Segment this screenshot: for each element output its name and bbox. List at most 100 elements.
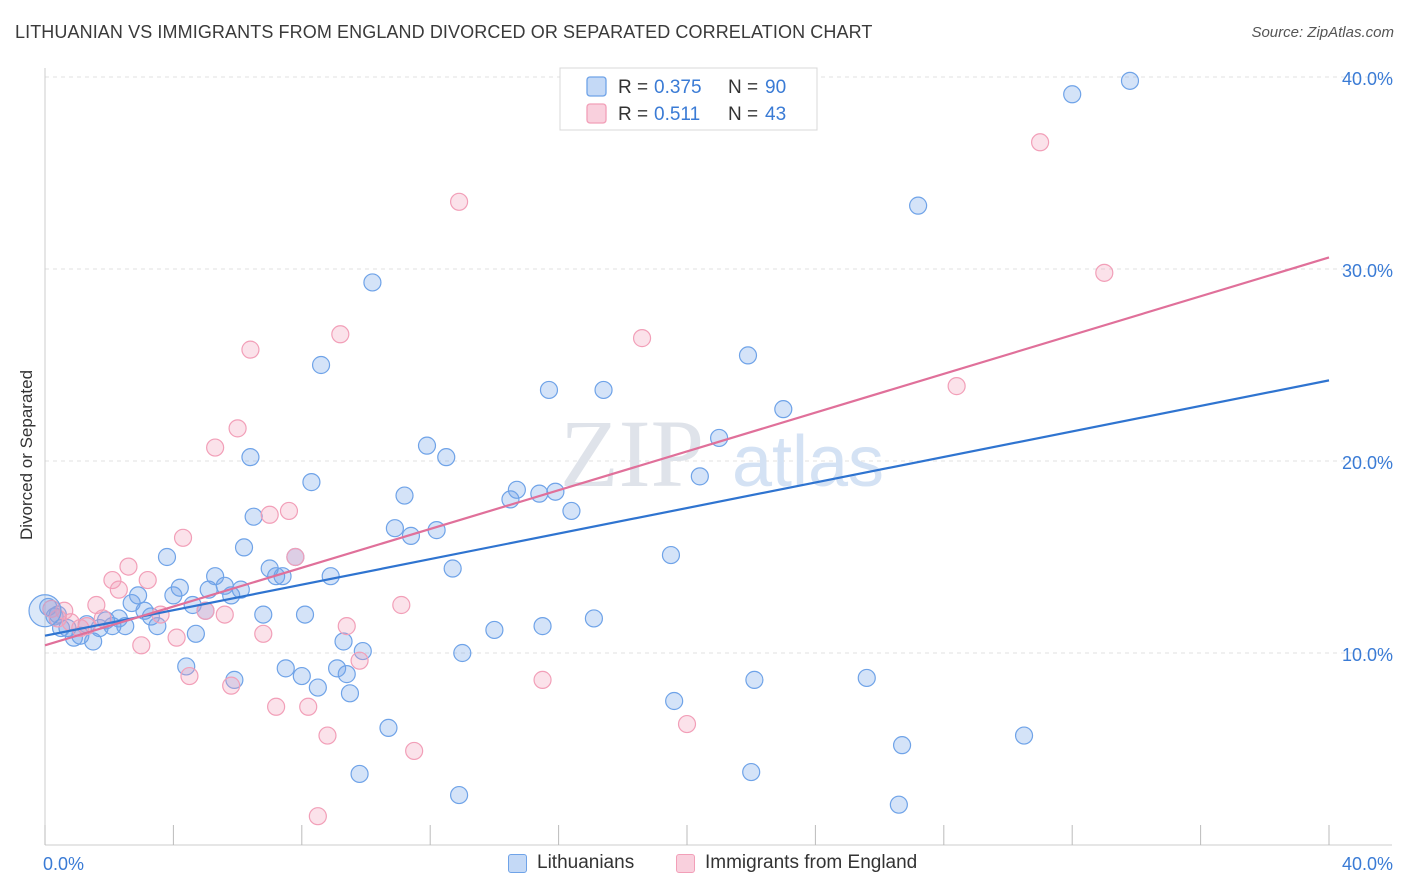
point-immigrants-england (299, 697, 318, 716)
point-lithuanians (225, 670, 244, 689)
point-immigrants-england (173, 528, 193, 547)
point-lithuanians (533, 617, 552, 636)
point-immigrants-england (392, 595, 411, 615)
data-points (28, 71, 1140, 826)
series-legend: Lithuanians Immigrants from England (0, 852, 1406, 878)
legend-swatch-immigrants-england (676, 853, 695, 873)
point-lithuanians (353, 641, 372, 661)
legend-r-value: 0.511 (654, 104, 700, 125)
y-tick-label: 40.0% (1342, 69, 1393, 89)
point-lithuanians (745, 670, 764, 689)
point-lithuanians (742, 762, 761, 782)
point-immigrants-england (167, 628, 186, 647)
legend-swatch-lithuanians (508, 853, 527, 873)
point-immigrants-england (1030, 133, 1050, 152)
point-immigrants-england (109, 580, 128, 599)
y-tick-label: 20.0% (1342, 453, 1393, 473)
point-immigrants-england (533, 670, 552, 689)
point-immigrants-england (206, 438, 225, 457)
point-lithuanians (443, 559, 462, 578)
legend-r-label: R = (618, 104, 648, 125)
legend-item-lithuanians[interactable]: Lithuanians (508, 852, 634, 874)
point-lithuanians (661, 545, 681, 565)
tick-labels: 10.0% 20.0% 30.0% 40.0% 0.0% 40.0% (43, 69, 1393, 874)
point-lithuanians (206, 567, 225, 586)
point-immigrants-england (132, 636, 151, 655)
point-immigrants-england (215, 605, 234, 624)
point-immigrants-england (1095, 263, 1114, 282)
trend-lines (44, 256, 1330, 647)
point-immigrants-england (449, 192, 469, 211)
point-lithuanians (328, 659, 347, 678)
point-lithuanians (128, 586, 148, 605)
point-lithuanians (295, 605, 315, 624)
point-lithuanians (738, 346, 758, 365)
point-lithuanians (594, 380, 613, 400)
legend-n-label: N = (728, 104, 758, 125)
point-immigrants-england (677, 714, 697, 734)
point-lithuanians (302, 473, 321, 492)
legend-n-value: 43 (765, 104, 786, 125)
point-lithuanians (311, 355, 331, 375)
point-lithuanians (690, 467, 709, 486)
point-lithuanians (395, 486, 414, 505)
point-immigrants-england (267, 697, 286, 716)
point-lithuanians (379, 718, 398, 737)
point-immigrants-england (103, 570, 122, 590)
point-immigrants-england (318, 726, 337, 745)
point-immigrants-england (405, 741, 424, 761)
point-lithuanians (308, 678, 327, 697)
trend-line-immigrants-england (44, 256, 1330, 647)
point-lithuanians (254, 605, 273, 624)
point-lithuanians (385, 519, 404, 538)
point-lithuanians (321, 567, 340, 586)
point-immigrants-england (228, 419, 247, 438)
point-immigrants-england (286, 547, 305, 567)
point-lithuanians (507, 480, 526, 499)
point-lithuanians (889, 795, 908, 814)
point-lithuanians (148, 617, 167, 636)
point-lithuanians (337, 665, 356, 684)
chart-title: LITHUANIAN VS IMMIGRANTS FROM ENGLAND DI… (15, 22, 873, 42)
point-lithuanians (857, 668, 876, 688)
point-lithuanians (417, 436, 437, 455)
watermark-atlas: atlas (732, 422, 884, 502)
x-tick-label: 40.0% (1342, 854, 1393, 874)
point-lithuanians (186, 624, 205, 643)
point-lithuanians (1063, 85, 1082, 104)
point-lithuanians (363, 273, 382, 292)
point-lithuanians (562, 501, 581, 521)
legend-label-immigrants-england: Immigrants from England (705, 852, 918, 873)
point-lithuanians (340, 684, 360, 703)
point-lithuanians (276, 659, 295, 678)
point-lithuanians (177, 657, 196, 676)
point-lithuanians (234, 538, 254, 557)
point-lithuanians (170, 578, 189, 597)
point-lithuanians (909, 196, 928, 215)
legend-n-value: 90 (765, 77, 786, 98)
point-lithuanians (1014, 726, 1034, 745)
point-immigrants-england (180, 666, 199, 686)
point-lithuanians-cluster (28, 594, 62, 628)
y-tick-label: 10.0% (1342, 645, 1393, 665)
point-immigrants-england (947, 377, 966, 396)
stats-legend: R = 0.375 N = 90 R = 0.511 N = 43 (559, 67, 818, 131)
x-tick-label: 0.0% (43, 854, 84, 874)
point-immigrants-england (331, 325, 350, 344)
point-immigrants-england (337, 617, 356, 636)
point-lithuanians (453, 643, 472, 663)
point-immigrants-england (138, 570, 157, 590)
point-immigrants-england (279, 501, 299, 521)
legend-n-label: N = (728, 77, 758, 98)
gridlines (45, 76, 1392, 654)
point-lithuanians (584, 609, 604, 628)
point-lithuanians (334, 632, 353, 651)
legend-swatch (586, 76, 607, 97)
point-immigrants-england (632, 329, 652, 348)
legend-item-immigrants-england[interactable]: Immigrants from England (676, 852, 917, 874)
point-immigrants-england (222, 676, 241, 695)
watermark: ZIP atlas (560, 400, 884, 507)
trend-line-lithuanians (44, 379, 1330, 637)
source-label: Source: ZipAtlas.com (1251, 24, 1394, 41)
axes (44, 68, 1392, 846)
